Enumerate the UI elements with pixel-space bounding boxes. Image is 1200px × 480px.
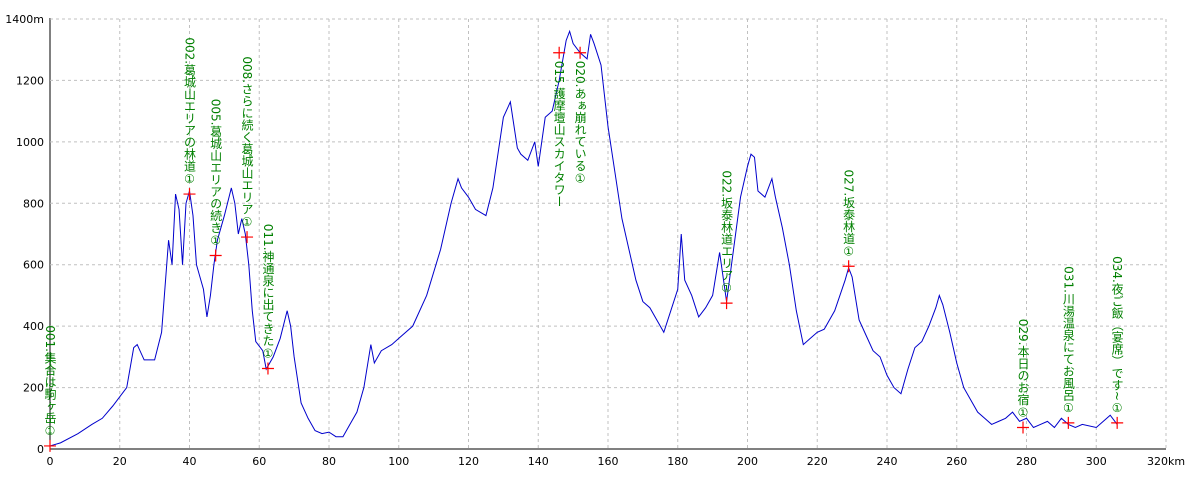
x-tick-label: 180 [667, 455, 688, 468]
x-tick-label: 60 [252, 455, 266, 468]
x-tick-label: 260 [946, 455, 967, 468]
waypoint-label: 008.さらに続く葛城山エリア① [240, 56, 254, 229]
waypoint-label: 027.坂泰林道① [842, 170, 856, 259]
x-tick-label: 100 [388, 455, 409, 468]
waypoint-marker [1017, 421, 1030, 434]
waypoint-marker [241, 231, 254, 244]
x-tick-label: 140 [528, 455, 549, 468]
waypoint-label: 001.集合は駒ヶ岳① [43, 325, 57, 438]
waypoint-label: 034.夜ご飯（宴席）です~① [1110, 256, 1124, 415]
y-tick-label: 1200 [16, 74, 44, 87]
waypoint-marker [574, 46, 587, 59]
x-tick-label: 320km [1147, 455, 1185, 468]
y-tick-label: 0 [37, 443, 44, 456]
waypoint-marker [842, 260, 855, 273]
waypoint-marker [209, 249, 222, 262]
waypoint-label: 015.護摩壇山スカイタワー [552, 61, 566, 208]
waypoint-label: 031.川湯温泉にてお風呂① [1061, 266, 1075, 415]
x-tick-label: 120 [458, 455, 479, 468]
y-tick-label: 1400m [5, 13, 44, 26]
y-tick-label: 400 [23, 320, 44, 333]
waypoint-label: 029.本日のお宿① [1016, 319, 1030, 420]
x-tick-label: 0 [47, 455, 54, 468]
waypoint-marker [1062, 416, 1075, 429]
x-tick-label: 300 [1086, 455, 1107, 468]
x-tick-label: 280 [1016, 455, 1037, 468]
x-tick-label: 40 [183, 455, 197, 468]
x-tick-label: 240 [877, 455, 898, 468]
x-tick-label: 80 [322, 455, 336, 468]
y-tick-label: 1000 [16, 136, 44, 149]
x-tick-label: 200 [737, 455, 758, 468]
waypoint-marker [44, 439, 56, 452]
waypoint-label: 022.坂泰林道エリア① [720, 170, 734, 295]
waypoint-label: 020.あぁ崩れている① [573, 61, 587, 186]
x-tick-label: 220 [807, 455, 828, 468]
y-tick-label: 200 [23, 382, 44, 395]
waypoint-label: 005.葛城山エリアの続き① [209, 99, 223, 248]
waypoint-marker [553, 46, 566, 59]
y-tick-label: 600 [23, 259, 44, 272]
waypoint-marker [720, 297, 733, 310]
x-tick-label: 20 [113, 455, 127, 468]
y-tick-label: 800 [23, 197, 44, 210]
waypoint-marker [261, 362, 274, 375]
waypoint-label: 002.葛城山エリアの林道① [183, 37, 197, 186]
x-tick-label: 160 [598, 455, 619, 468]
waypoint-marker [183, 188, 196, 201]
waypoint-marker [1111, 416, 1124, 429]
waypoint-label: 011.神通泉に出てきた① [261, 224, 275, 361]
